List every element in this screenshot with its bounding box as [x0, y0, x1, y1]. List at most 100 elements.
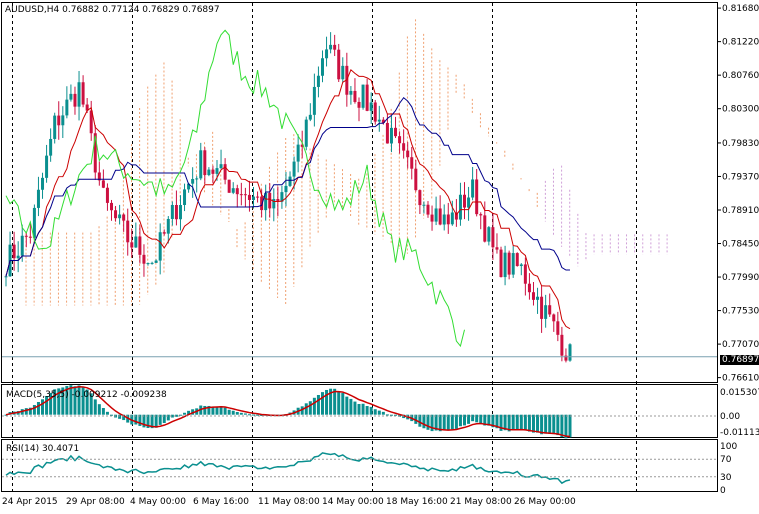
- macd-bar: [308, 401, 312, 415]
- time-label: 6 May 16:00: [193, 497, 249, 507]
- macd-bar: [239, 412, 243, 415]
- tenkan-line: [5, 68, 571, 330]
- candle-body: [349, 90, 353, 95]
- candle-body: [357, 101, 361, 108]
- macd-bar: [49, 392, 53, 415]
- time-label: 18 May 16:00: [386, 497, 448, 507]
- price-axis: 0.81680 0.81220 0.80760 0.80300 0.79830 0.793…: [2, 4, 759, 496]
- candle-body: [499, 249, 503, 278]
- macd-bar: [118, 414, 122, 419]
- macd-bar: [499, 414, 503, 431]
- macd-bar: [227, 409, 231, 415]
- candle-body: [142, 254, 146, 264]
- candle-body: [284, 185, 288, 193]
- macd-bar: [337, 391, 341, 415]
- candle-body: [369, 102, 373, 111]
- candle-body: [377, 119, 381, 122]
- candle-body: [438, 208, 442, 225]
- candle-body: [32, 207, 36, 238]
- ichimoku-lines: [5, 29, 571, 348]
- macd-bar: [463, 414, 467, 426]
- candle-body: [252, 196, 256, 200]
- candle-body: [536, 296, 540, 300]
- macd-bar: [389, 414, 393, 416]
- candle-body: [467, 197, 471, 208]
- price-tick-label: 0.76610: [722, 374, 759, 384]
- macd-bar: [81, 387, 85, 415]
- macd-bar: [325, 389, 329, 415]
- rsi-tick-label: 100: [720, 442, 737, 452]
- candle-body: [410, 157, 414, 169]
- macd-bar: [203, 405, 207, 415]
- macd-bar: [260, 414, 264, 416]
- candle-body: [183, 189, 187, 206]
- rsi-line: [5, 452, 571, 485]
- candle-body: [154, 260, 158, 263]
- macd-bar: [142, 414, 146, 428]
- symbol-label: AUDUSD,H4: [5, 5, 60, 15]
- macd-bar: [540, 414, 544, 435]
- macd-bar: [503, 414, 507, 431]
- macd-bar: [552, 414, 556, 435]
- macd-bar: [28, 407, 32, 415]
- price-tick-label: 0.81220: [722, 38, 759, 48]
- candle-body: [475, 179, 479, 215]
- macd-label: MACD(5,35,5) -0.009212 -0.009238: [6, 390, 167, 400]
- macd-bar: [69, 385, 73, 415]
- price-tick-label: 0.81680: [722, 4, 759, 14]
- macd-bar: [329, 388, 333, 415]
- macd-bar: [65, 386, 69, 415]
- candle-body: [89, 110, 93, 134]
- candle-body: [41, 177, 45, 190]
- candle-body: [260, 196, 264, 211]
- macd-bar: [252, 414, 256, 416]
- candle-body: [540, 296, 544, 319]
- macd-bar: [564, 414, 568, 439]
- price-tick-label: 0.77530: [722, 307, 759, 317]
- macd-bar: [215, 406, 219, 415]
- macd-bar: [300, 406, 304, 415]
- macd-bar: [320, 392, 324, 415]
- candle-body: [418, 190, 422, 206]
- candle-body: [450, 212, 454, 225]
- candle-body: [426, 204, 430, 215]
- candle-body: [191, 178, 195, 184]
- candlesticks: [4, 32, 572, 363]
- macd-bar: [150, 414, 154, 429]
- candle-body: [304, 119, 308, 147]
- price-tick-label: 0.78450: [722, 240, 759, 250]
- macd-bar: [483, 414, 487, 426]
- chart-header: AUDUSD,H4 0.76882 0.77124 0.76829 0.7689…: [5, 5, 220, 15]
- macd-bar: [32, 405, 36, 415]
- macd-bar: [45, 396, 49, 415]
- macd-tick-label: -0.011138: [720, 428, 759, 438]
- macd-bar: [361, 403, 365, 415]
- macd-bar: [385, 414, 389, 416]
- macd-bar: [454, 414, 458, 429]
- macd-bar: [166, 414, 170, 421]
- macd-bar: [434, 414, 438, 431]
- macd-bar: [312, 397, 316, 415]
- main-panel-border: [1, 2, 718, 383]
- macd-bar: [57, 388, 61, 415]
- candle-body: [105, 187, 109, 203]
- candle-body: [150, 262, 154, 264]
- rsi-tick-label: 70: [720, 455, 732, 465]
- candle-body: [373, 102, 377, 122]
- macd-bar: [85, 389, 89, 415]
- candle-body: [211, 169, 215, 174]
- macd-bar: [442, 414, 446, 431]
- candle-body: [471, 179, 475, 198]
- candle-body: [20, 235, 24, 256]
- macd-bar: [105, 411, 109, 415]
- candle-body: [109, 202, 113, 211]
- candle-body: [57, 115, 61, 126]
- candle-body: [243, 194, 247, 196]
- time-label: 11 May 08:00: [258, 497, 320, 507]
- macd-bar: [357, 403, 361, 415]
- macd-bar: [426, 414, 430, 430]
- candle-body: [556, 321, 560, 335]
- macd-bar: [4, 414, 8, 416]
